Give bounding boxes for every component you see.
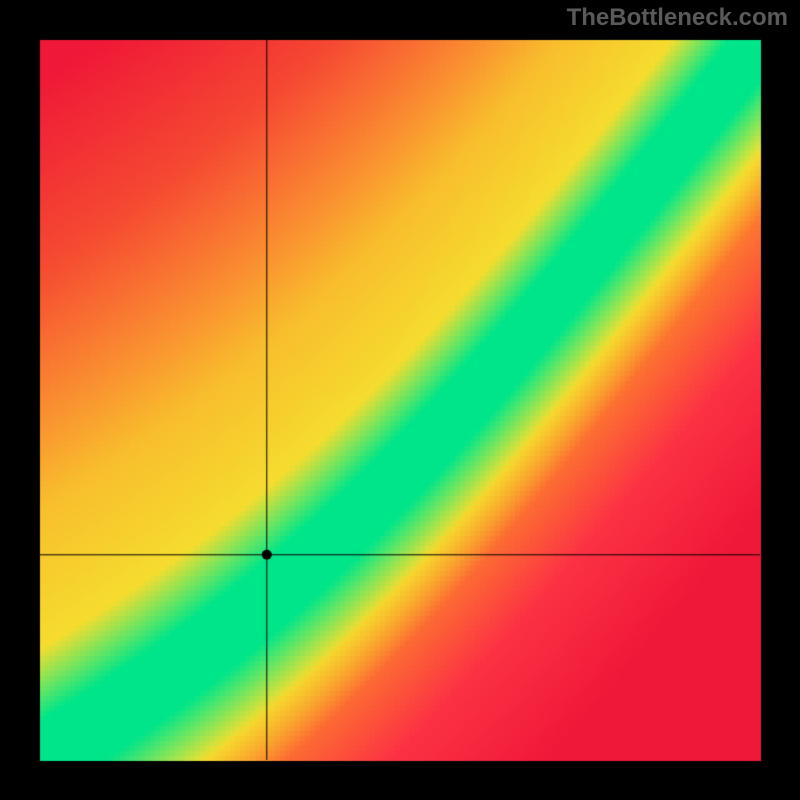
- source-credit: TheBottleneck.com: [567, 4, 788, 32]
- bottleneck-heatmap: [0, 0, 800, 800]
